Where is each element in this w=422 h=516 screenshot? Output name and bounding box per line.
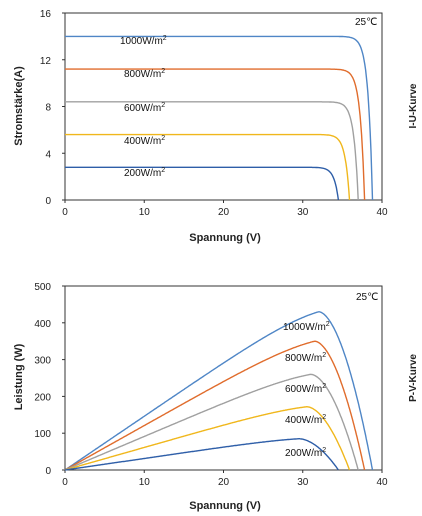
series-line-400wm2 (65, 133, 351, 201)
temperature-label: 25℃ (356, 292, 378, 303)
x-tick-label: 30 (297, 207, 309, 218)
series-label: 600W/m2 (124, 102, 165, 114)
curve-type-label: P-V-Kurve (408, 354, 419, 402)
series-label-sup: 2 (322, 414, 326, 421)
x-tick-label: 40 (376, 207, 388, 218)
y-tick-label: 300 (34, 356, 51, 367)
x-tick-label: 0 (62, 477, 68, 488)
series-label: 400W/m2 (124, 135, 165, 147)
series-label-sup: 2 (326, 321, 330, 328)
plot-frame (64, 12, 383, 201)
plot-frame (64, 285, 383, 471)
y-tick-label: 4 (45, 149, 51, 160)
x-tick-label: 10 (139, 207, 151, 218)
series-label: 1000W/m2 (283, 321, 330, 333)
temperature-label: 25℃ (355, 17, 377, 28)
series-label-sup: 2 (322, 352, 326, 359)
x-tick-label: 0 (62, 207, 68, 218)
y-tick-label: 500 (34, 282, 51, 293)
series-line-1000wm2 (65, 35, 374, 201)
series-line-800wm2 (64, 340, 366, 471)
series-line-200wm2 (64, 438, 339, 471)
series-line-400wm2 (64, 405, 351, 471)
series-line-200wm2 (65, 166, 340, 201)
x-tick-label: 10 (139, 477, 151, 488)
y-tick-label: 100 (34, 429, 51, 440)
series-line-600wm2 (65, 101, 359, 201)
chart-1: 0 10 20 30 40 0 4 8 12 16 Spannung (V) Stromstärke(… (13, 9, 419, 244)
series-label: 200W/m2 (124, 167, 165, 179)
series-line-600wm2 (64, 373, 359, 471)
y-tick-label: 8 (45, 103, 51, 114)
series-label: 600W/m2 (285, 383, 326, 395)
x-tick-label: 40 (376, 477, 388, 488)
series-label: 1000W/m2 (120, 35, 167, 47)
x-axis-label: Spannung (V) (189, 500, 261, 512)
y-axis-label: Stromstärke(A) (13, 66, 25, 146)
series-label: 800W/m2 (124, 68, 165, 80)
series-label-sup: 2 (161, 68, 165, 75)
series-label: 800W/m2 (285, 352, 326, 364)
y-tick-label: 12 (40, 56, 52, 67)
series-label-sup: 2 (163, 35, 167, 42)
series-label: 400W/m2 (285, 414, 326, 426)
y-tick-label: 16 (40, 9, 52, 20)
series-label-sup: 2 (322, 447, 326, 454)
y-tick-label: 200 (34, 392, 51, 403)
y-tick-label: 0 (45, 466, 51, 477)
series-label-sup: 2 (161, 135, 165, 142)
y-axis-label: Leistung (W) (13, 343, 25, 410)
x-axis-label: Spannung (V) (189, 232, 261, 244)
series-line-1000wm2 (64, 311, 374, 471)
series-label-sup: 2 (161, 102, 165, 109)
series-label-sup: 2 (322, 383, 326, 390)
curve-type-label: I-U-Kurve (408, 83, 419, 128)
x-tick-label: 20 (218, 477, 230, 488)
y-tick-label: 400 (34, 319, 51, 330)
series-line-800wm2 (65, 68, 366, 201)
x-tick-label: 30 (297, 477, 309, 488)
y-tick-label: 0 (45, 196, 51, 207)
series-label-sup: 2 (161, 167, 165, 174)
series-label: 200W/m2 (285, 447, 326, 459)
x-tick-label: 20 (218, 207, 230, 218)
